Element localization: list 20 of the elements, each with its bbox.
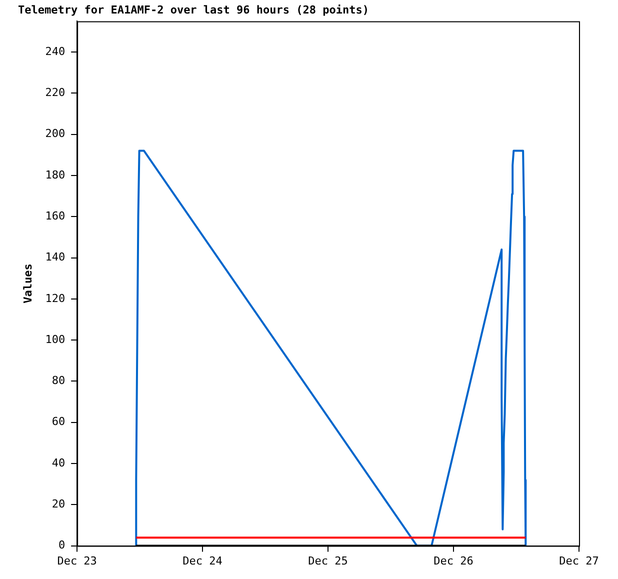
x-tick-label: Dec 23 — [57, 554, 97, 568]
y-tick-label: 100 — [45, 332, 66, 346]
x-tick-label: Dec 26 — [434, 554, 474, 568]
y-tick-label: 180 — [45, 168, 66, 182]
y-tick-label: 0 — [58, 538, 66, 552]
y-tick-label: 200 — [45, 127, 66, 140]
y-tick-label: 140 — [45, 250, 66, 264]
y-axis-title: Values — [21, 264, 34, 304]
y-tick-label: 120 — [45, 292, 66, 305]
y-tick-label: 60 — [52, 415, 66, 428]
y-tick-label: 160 — [45, 210, 66, 222]
y-tick-label: 40 — [52, 456, 66, 470]
chart-title: Telemetry for EA1AMF-2 over last 96 hours (28 points) — [18, 3, 369, 16]
x-tick-label: Dec 27 — [559, 554, 599, 568]
y-tick-label: 240 — [45, 44, 66, 58]
y-tick-label: 220 — [45, 86, 66, 100]
x-tick-label: Dec 24 — [182, 554, 223, 568]
y-tick-label: 80 — [52, 374, 66, 388]
y-tick-label: 20 — [52, 498, 66, 511]
x-tick-label: Dec 25 — [308, 554, 348, 568]
